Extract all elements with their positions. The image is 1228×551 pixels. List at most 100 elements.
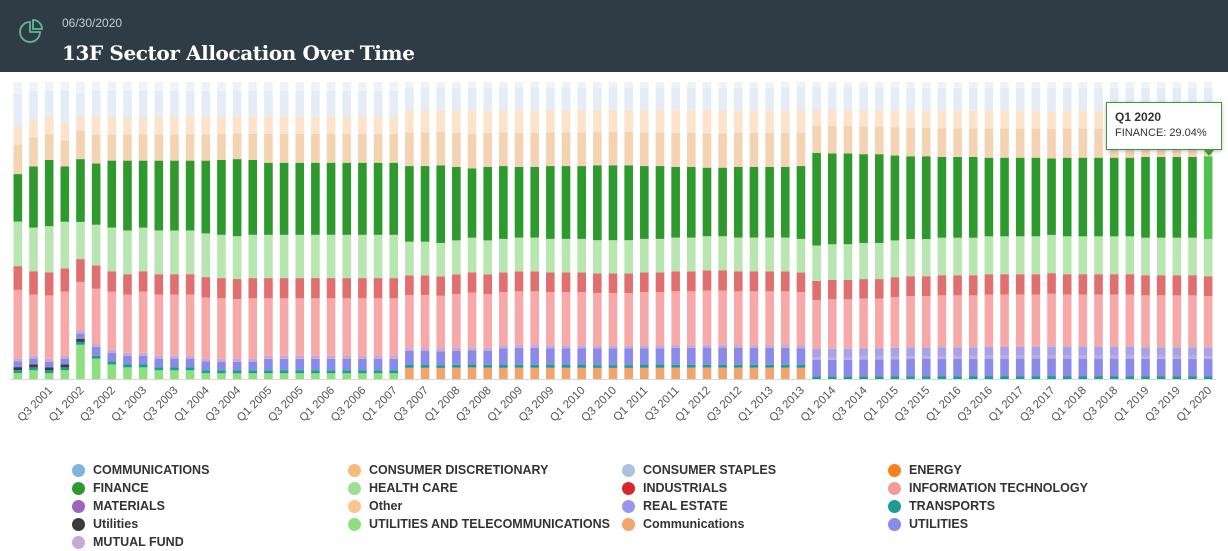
bar-segment[interactable] (546, 272, 555, 293)
bar-segment[interactable] (702, 364, 712, 368)
bar-segment[interactable] (1000, 236, 1009, 275)
bar-segment[interactable] (1156, 358, 1166, 377)
bar-segment[interactable] (13, 373, 23, 379)
bar-segment[interactable] (733, 237, 743, 272)
bar-segment[interactable] (44, 226, 54, 273)
bar-segment[interactable] (718, 364, 727, 368)
bar-segment[interactable] (1188, 237, 1197, 276)
bar-segment[interactable] (405, 166, 414, 242)
bar-segment[interactable] (123, 116, 132, 135)
bar-segment[interactable] (123, 294, 132, 353)
bar-segment[interactable] (248, 133, 258, 160)
bar-segment[interactable] (655, 364, 665, 368)
bar-segment[interactable] (1125, 87, 1135, 112)
bar-segment[interactable] (1109, 274, 1119, 295)
bar-segment[interactable] (780, 237, 790, 272)
bar-segment[interactable] (373, 278, 383, 299)
bar-segment[interactable] (123, 134, 132, 161)
bar-segment[interactable] (436, 295, 446, 349)
bar-segment[interactable] (467, 82, 477, 88)
bar-segment[interactable] (1203, 296, 1213, 348)
bar-segment[interactable] (984, 82, 994, 88)
bar-segment[interactable] (1000, 355, 1009, 359)
bar-segment[interactable] (201, 297, 211, 359)
bar-segment[interactable] (264, 133, 273, 163)
bar-segment[interactable] (1141, 82, 1150, 88)
bar-segment[interactable] (577, 364, 586, 368)
bar-segment[interactable] (358, 133, 367, 163)
bar-segment[interactable] (1125, 346, 1135, 356)
bar-segment[interactable] (76, 333, 85, 340)
bar-segment[interactable] (483, 294, 492, 348)
bar-segment[interactable] (953, 275, 962, 296)
bar-segment[interactable] (624, 109, 633, 132)
bar-segment[interactable] (295, 82, 305, 91)
bar-segment[interactable] (608, 87, 618, 110)
bar-segment[interactable] (138, 160, 148, 228)
bar-segment[interactable] (1188, 82, 1197, 88)
bar-segment[interactable] (577, 345, 586, 349)
bar-segment[interactable] (1141, 347, 1150, 356)
bar-segment[interactable] (358, 370, 367, 374)
bar-segment[interactable] (530, 166, 539, 238)
bar-segment[interactable] (812, 125, 821, 153)
bar-segment[interactable] (953, 87, 962, 111)
bar-segment[interactable] (749, 132, 759, 167)
bar-segment[interactable] (123, 230, 132, 275)
bar-segment[interactable] (608, 109, 618, 132)
bar-segment[interactable] (702, 133, 712, 168)
bar-segment[interactable] (326, 116, 336, 134)
bar-segment[interactable] (640, 82, 649, 88)
bar-segment[interactable] (624, 273, 633, 293)
bar-segment[interactable] (655, 345, 665, 349)
bar-segment[interactable] (44, 295, 54, 359)
bar-segment[interactable] (13, 370, 23, 374)
bar-segment[interactable] (217, 278, 226, 299)
bar-segment[interactable] (859, 126, 868, 155)
bar-segment[interactable] (1203, 82, 1213, 88)
bar-segment[interactable] (843, 299, 853, 349)
bar-segment[interactable] (91, 224, 101, 266)
bar-segment[interactable] (279, 358, 289, 371)
bar-segment[interactable] (373, 162, 383, 235)
bar-segment[interactable] (1094, 346, 1103, 356)
bar-segment[interactable] (1047, 293, 1056, 347)
bar-segment[interactable] (733, 345, 743, 348)
bar-segment[interactable] (279, 298, 289, 356)
bar-segment[interactable] (968, 110, 978, 129)
legend-item[interactable]: COMMUNICATIONS (72, 461, 209, 479)
bar-segment[interactable] (107, 349, 117, 353)
bar-segment[interactable] (1141, 156, 1150, 238)
bar-segment[interactable] (937, 110, 947, 129)
bar-segment[interactable] (154, 355, 164, 359)
bar-segment[interactable] (1094, 274, 1103, 295)
bar-segment[interactable] (1109, 294, 1119, 347)
bar-segment[interactable] (201, 358, 211, 362)
bar-segment[interactable] (687, 87, 696, 111)
bar-segment[interactable] (843, 348, 853, 357)
bar-segment[interactable] (733, 291, 743, 346)
bar-segment[interactable] (264, 234, 273, 279)
bar-segment[interactable] (326, 370, 336, 374)
bar-segment[interactable] (1000, 358, 1009, 377)
bar-segment[interactable] (765, 347, 774, 365)
bar-segment[interactable] (467, 367, 477, 379)
bar-segment[interactable] (326, 278, 336, 299)
bar-segment[interactable] (1015, 111, 1025, 129)
bar-segment[interactable] (76, 339, 85, 342)
bar-segment[interactable] (968, 376, 978, 379)
bar-segment[interactable] (577, 292, 586, 346)
bar-segment[interactable] (1141, 87, 1150, 111)
bar-segment[interactable] (546, 82, 555, 88)
bar-segment[interactable] (827, 87, 837, 110)
bar-segment[interactable] (765, 87, 774, 111)
bar-segment[interactable] (29, 166, 38, 228)
bar-segment[interactable] (1062, 82, 1072, 88)
bar-segment[interactable] (91, 134, 101, 164)
bar-segment[interactable] (921, 296, 931, 348)
bar-segment[interactable] (1203, 376, 1213, 379)
bar-segment[interactable] (640, 367, 649, 379)
bar-segment[interactable] (232, 373, 242, 379)
bar-segment[interactable] (1015, 294, 1025, 347)
bar-segment[interactable] (420, 350, 430, 365)
